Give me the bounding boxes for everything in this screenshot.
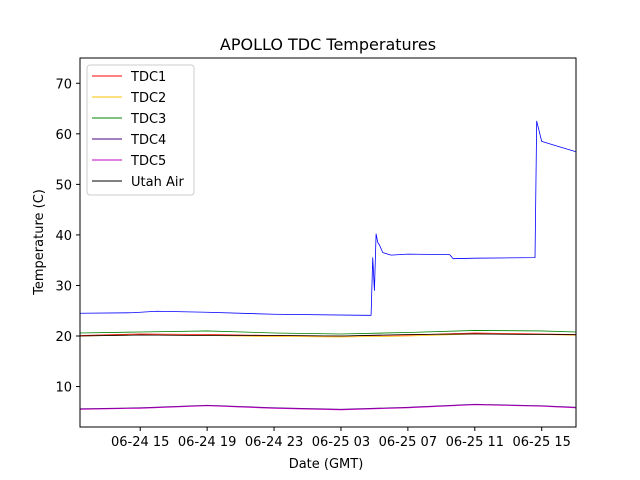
y-tick-label: 60 [55,128,72,143]
series-layer [80,120,576,411]
legend-label-tdc5: TDC5 [130,154,166,169]
x-tick-label: 06-25 11 [446,435,504,450]
y-axis-label: Temperature (C) [32,189,47,296]
legend-label-tdc3: TDC3 [130,112,166,127]
y-tick-label: 40 [55,229,72,244]
x-tick-label: 06-25 07 [379,435,437,450]
legend-label-tdc1: TDC1 [130,70,166,85]
y-tick-label: 70 [55,77,72,92]
x-tick-label: 06-25 03 [312,435,370,450]
y-tick-label: 20 [55,330,72,345]
legend-label-utah-air: Utah Air [131,175,184,190]
x-tick-label: 06-24 23 [245,435,303,450]
y-tick-label: 10 [55,381,72,396]
ticks-layer: 06-24 15 06-24 19 06-24 23 06-25 03 06-25 07… [55,77,570,450]
x-axis-label: Date (GMT) [289,457,364,472]
legend-label-tdc2: TDC2 [130,91,166,106]
legend: TDC1 TDC2 TDC3 TDC4 TDC5 Utah Air [86,64,195,196]
series-line-tdc5 [80,404,576,411]
series-line-tdc3 [80,330,576,335]
axes-frame [79,57,577,428]
x-tick-label: 06-24 15 [111,435,169,450]
x-tick-label: 06-25 15 [512,435,570,450]
x-tick-label: 06-24 19 [178,435,236,450]
legend-label-tdc4: TDC4 [130,133,166,148]
series-line-tdc4 [80,403,576,410]
y-tick-label: 30 [55,279,72,294]
series-line-utah-air-blue-trace [80,120,576,316]
chart-title: APOLLO TDC Temperatures [220,35,436,54]
y-tick-label: 50 [55,178,72,193]
series-line-utah-air [80,333,576,337]
legend-items: TDC1 TDC2 TDC3 TDC4 TDC5 Utah Air [92,70,184,190]
